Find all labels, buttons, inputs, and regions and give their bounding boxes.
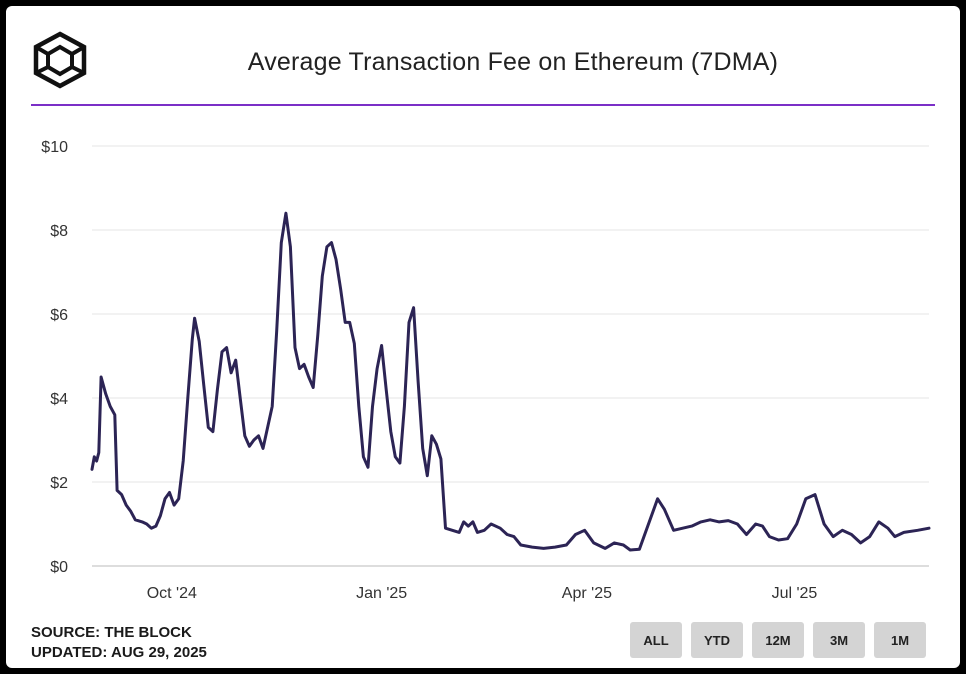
y-tick-label: $2 bbox=[50, 475, 68, 492]
chart-card: Average Transaction Fee on Ethereum (7DM… bbox=[6, 6, 960, 668]
range-button-1m[interactable]: 1M bbox=[874, 622, 926, 658]
title-divider bbox=[31, 104, 935, 106]
range-button-all[interactable]: ALL bbox=[630, 622, 682, 658]
x-tick-label: Apr '25 bbox=[562, 585, 612, 602]
range-buttons: ALL YTD 12M 3M 1M bbox=[630, 622, 926, 658]
range-button-ytd[interactable]: YTD bbox=[691, 622, 743, 658]
x-tick-label: Jul '25 bbox=[772, 585, 818, 602]
updated-label: UPDATED: AUG 29, 2025 bbox=[31, 644, 207, 661]
source-note: SOURCE: THE BLOCK UPDATED: AUG 29, 2025 bbox=[31, 623, 207, 663]
chart-title: Average Transaction Fee on Ethereum (7DM… bbox=[247, 48, 779, 76]
range-button-3m[interactable]: 3M bbox=[813, 622, 865, 658]
y-tick-label: $10 bbox=[41, 139, 68, 156]
x-tick-label: Jan '25 bbox=[356, 585, 407, 602]
range-button-12m[interactable]: 12M bbox=[752, 622, 804, 658]
the-block-cube-logo-icon bbox=[33, 31, 87, 89]
line-chart[interactable]: $0 $2 $4 $6 $8 $10 Oct '24 Jan '25 Apr '25 Jul '2… bbox=[6, 6, 960, 616]
y-tick-label: $0 bbox=[50, 559, 68, 576]
y-tick-label: $4 bbox=[50, 391, 68, 408]
series-line bbox=[90, 211, 931, 552]
y-tick-label: $8 bbox=[50, 223, 68, 240]
x-tick-label: Oct '24 bbox=[147, 585, 197, 602]
y-tick-label: $6 bbox=[50, 307, 68, 324]
source-label: SOURCE: THE BLOCK bbox=[31, 624, 192, 641]
